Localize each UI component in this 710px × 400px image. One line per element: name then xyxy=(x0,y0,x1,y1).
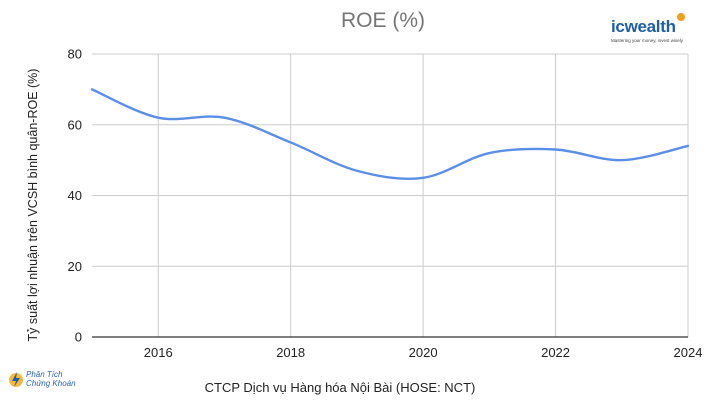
watermark-line-1: Phân Tích xyxy=(26,370,63,379)
y-tick-label: 40 xyxy=(68,188,82,203)
x-tick-label: 2022 xyxy=(541,345,570,360)
logo-dot-icon xyxy=(677,13,685,21)
y-tick-label: 20 xyxy=(68,259,82,274)
y-axis-ticks: 0 20 40 60 80 xyxy=(68,47,82,345)
x-tick-label: 2018 xyxy=(276,345,305,360)
logo-tagline: Mastering your money, invest wisely xyxy=(611,38,683,43)
x-axis-ticks: 2016 2018 2020 2022 2024 xyxy=(144,345,703,360)
x-axis-label: CTCP Dịch vụ Hàng hóa Nội Bài (HOSE: NCT… xyxy=(205,380,476,395)
y-tick-label: 0 xyxy=(75,330,82,345)
icwealth-logo: icwealth Mastering your money, invest wi… xyxy=(611,13,691,47)
y-tick-label: 80 xyxy=(68,47,82,62)
logo-wordmark: icwealth xyxy=(611,17,676,36)
watermark-logo: Phân Tích Chứng Khoán xyxy=(8,368,98,394)
y-tick-label: 60 xyxy=(68,117,82,132)
series xyxy=(90,88,690,180)
x-tick-label: 2016 xyxy=(144,345,173,360)
lightning-icon xyxy=(9,372,23,387)
roe-series-line xyxy=(90,88,690,180)
x-tick-label: 2020 xyxy=(409,345,438,360)
watermark-line-2: Chứng Khoán xyxy=(26,379,76,388)
y-axis-label: Tỷ suất lợi nhuận trên VCSH bình quân-RO… xyxy=(26,69,40,342)
chart-title: ROE (%) xyxy=(341,9,425,32)
x-tick-label: 2024 xyxy=(674,345,703,360)
grid xyxy=(92,53,689,338)
